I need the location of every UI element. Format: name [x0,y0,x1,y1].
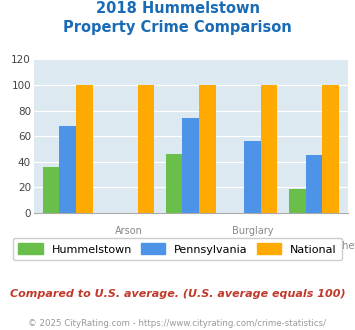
Text: Property Crime Comparison: Property Crime Comparison [63,20,292,35]
Bar [306,155,322,213]
Bar [166,154,182,213]
Bar [244,141,261,213]
Bar [322,85,339,213]
Text: Larceny & Theft: Larceny & Theft [152,241,230,251]
Bar [137,85,154,213]
Bar [289,188,306,213]
Bar [182,118,199,213]
Bar [199,85,216,213]
Bar [76,85,93,213]
Text: Motor Vehicle Theft: Motor Vehicle Theft [267,241,355,251]
Bar [59,126,76,213]
Text: © 2025 CityRating.com - https://www.cityrating.com/crime-statistics/: © 2025 CityRating.com - https://www.city… [28,319,327,328]
Text: Compared to U.S. average. (U.S. average equals 100): Compared to U.S. average. (U.S. average … [10,289,345,299]
Text: Burglary: Burglary [232,226,273,236]
Legend: Hummelstown, Pennsylvania, National: Hummelstown, Pennsylvania, National [13,238,342,260]
Text: 2018 Hummelstown: 2018 Hummelstown [95,1,260,16]
Bar [43,167,59,213]
Text: Arson: Arson [115,226,143,236]
Bar [261,85,277,213]
Text: All Property Crime: All Property Crime [23,241,112,251]
